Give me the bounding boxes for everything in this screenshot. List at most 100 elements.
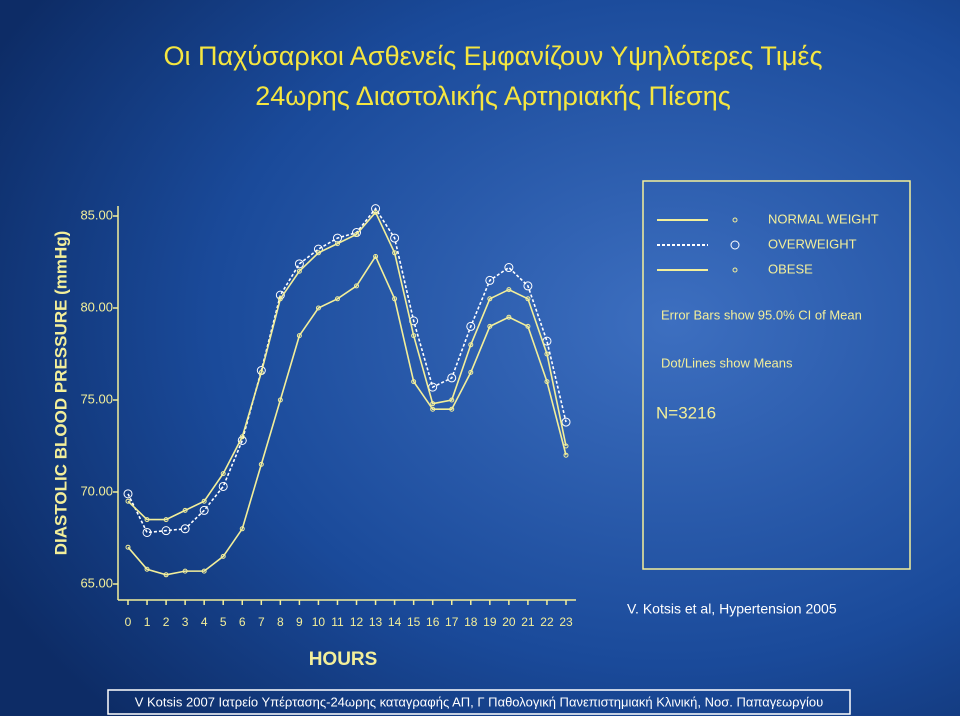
y-axis-label: DIASTOLIC BLOOD PRESSURE (mmHg) [51, 231, 70, 556]
x-tick-label: 19 [483, 615, 497, 629]
x-tick-label: 10 [312, 615, 326, 629]
x-tick-label: 6 [239, 615, 246, 629]
point-marker [258, 369, 264, 375]
point-marker [125, 544, 131, 550]
point-marker [239, 434, 245, 440]
point-marker [277, 296, 283, 302]
legend-label: OVERWEIGHT [768, 236, 857, 251]
point-marker [487, 323, 493, 329]
point-marker [199, 505, 209, 515]
series-line [127, 254, 567, 576]
point-marker [334, 296, 340, 302]
point-marker [373, 253, 379, 259]
point-marker [354, 283, 360, 289]
point-marker [239, 526, 245, 532]
point-marker [182, 507, 188, 513]
y-tick-label: 65.00 [80, 575, 113, 590]
point-marker [485, 275, 495, 285]
footer-box [107, 689, 851, 715]
point-marker [180, 524, 190, 534]
y-tick-label: 75.00 [80, 391, 113, 406]
legend-label: NORMAL WEIGHT [768, 211, 879, 226]
x-tick-label: 13 [369, 615, 383, 629]
x-tick-label: 12 [350, 615, 364, 629]
point-marker [411, 379, 417, 385]
point-marker [294, 259, 304, 269]
point-marker [144, 517, 150, 523]
point-marker [561, 417, 571, 427]
point-marker [563, 452, 569, 458]
x-tick-label: 7 [258, 615, 265, 629]
series-line [127, 210, 567, 521]
point-marker [182, 568, 188, 574]
point-marker [449, 406, 455, 412]
point-marker [392, 296, 398, 302]
point-marker [411, 333, 417, 339]
y-tick-label: 70.00 [80, 483, 113, 498]
legend-marker [732, 217, 738, 223]
point-marker [315, 305, 321, 311]
point-marker [487, 296, 493, 302]
x-axis-label: HOURS [309, 649, 378, 670]
point-marker [468, 369, 474, 375]
x-tick-label: 1 [144, 615, 151, 629]
legend-marker [732, 267, 738, 273]
point-marker [563, 443, 569, 449]
point-marker [468, 342, 474, 348]
x-tick-label: 22 [540, 615, 554, 629]
point-marker [354, 231, 360, 237]
point-marker [296, 333, 302, 339]
x-tick-label: 8 [277, 615, 284, 629]
x-tick-label: 21 [521, 615, 535, 629]
point-marker [161, 526, 171, 536]
x-tick-label: 2 [163, 615, 170, 629]
point-marker [390, 233, 400, 243]
legend-label: OBESE [768, 261, 813, 276]
point-marker [525, 296, 531, 302]
point-marker [430, 401, 436, 407]
x-tick-label: 9 [296, 615, 303, 629]
point-marker [392, 250, 398, 256]
point-marker [447, 373, 457, 383]
x-tick-label: 20 [502, 615, 516, 629]
point-marker [201, 568, 207, 574]
point-marker [525, 323, 531, 329]
point-marker [506, 314, 512, 320]
x-tick-label: 11 [331, 615, 344, 629]
footer: V Kotsis 2007 Ιατρείο Υπέρτασης-24ωρης κ… [135, 694, 824, 709]
point-marker [220, 471, 226, 477]
x-tick-label: 23 [559, 615, 573, 629]
title: Οι Παχύσαρκοι Ασθενείς Εμφανίζουν Υψηλότ… [164, 41, 823, 71]
point-marker [430, 406, 436, 412]
y-tick-label: 85.00 [80, 207, 113, 222]
sample-size: N=3216 [656, 403, 716, 422]
point-marker [315, 250, 321, 256]
point-marker [504, 263, 514, 273]
x-tick-label: 16 [426, 615, 440, 629]
point-marker [142, 527, 152, 537]
note: Error Bars show 95.0% CI of Mean [661, 307, 862, 322]
point-marker [334, 241, 340, 247]
point-marker [296, 268, 302, 274]
point-marker [144, 566, 150, 572]
x-tick-label: 0 [125, 615, 132, 629]
x-tick-label: 15 [407, 615, 421, 629]
x-tick-label: 4 [201, 615, 208, 629]
point-marker [449, 397, 455, 403]
x-tick-label: 18 [464, 615, 478, 629]
x-tick-label: 17 [445, 615, 459, 629]
point-marker [373, 209, 379, 215]
point-marker [163, 572, 169, 578]
point-marker [125, 498, 131, 504]
subtitle: 24ωρης Διαστολικής Αρτηριακής Πίεσης [255, 81, 731, 111]
point-marker [466, 321, 476, 331]
x-tick-label: 14 [388, 615, 402, 629]
point-marker [123, 489, 133, 499]
legend-marker [730, 240, 740, 250]
note: Dot/Lines show Means [661, 355, 793, 370]
x-tick-label: 3 [182, 615, 189, 629]
citation: V. Kotsis et al, Hypertension 2005 [627, 601, 837, 617]
